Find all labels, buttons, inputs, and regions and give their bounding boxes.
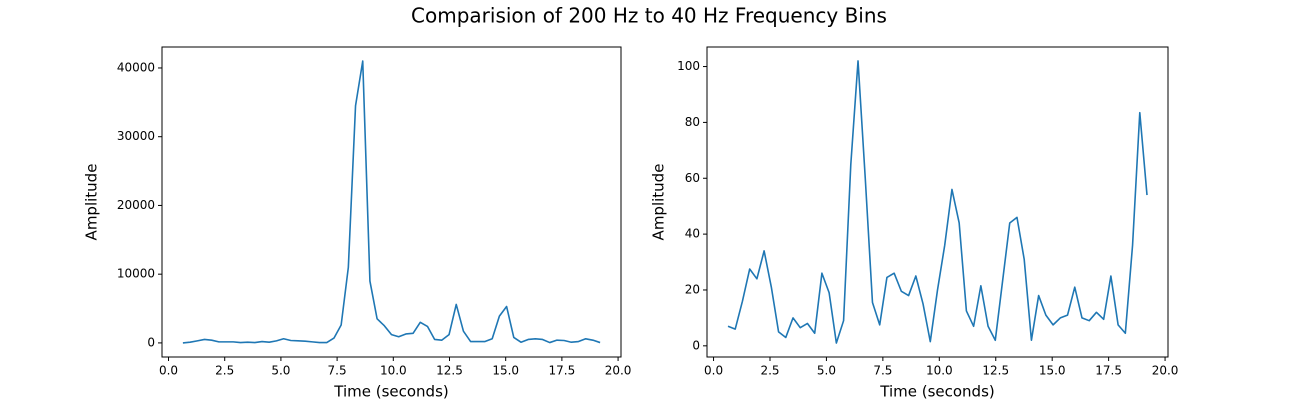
- y-tick-label: 60: [685, 171, 700, 185]
- x-axis-label: Time (seconds): [333, 383, 449, 400]
- x-tick-label: 5.0: [817, 364, 836, 378]
- y-tick-label: 30000: [117, 129, 155, 143]
- data-line: [182, 60, 601, 344]
- y-axis-label: Amplitude: [83, 164, 101, 241]
- x-tick-label: 5.0: [271, 364, 290, 378]
- x-tick-label: 10.0: [926, 364, 953, 378]
- y-tick-label: 80: [685, 115, 700, 129]
- figure-title: Comparision of 200 Hz to 40 Hz Frequency…: [411, 4, 887, 28]
- y-tick-label: 10000: [117, 267, 155, 281]
- y-tick-label: 0: [692, 338, 700, 352]
- x-tick-label: 20.0: [1152, 364, 1179, 378]
- x-tick-label: 17.5: [1095, 364, 1122, 378]
- x-tick-label: 15.0: [492, 364, 519, 378]
- axes-frame: [161, 46, 622, 358]
- x-tick-label: 20.0: [605, 364, 632, 378]
- x-tick-label: 0.0: [704, 364, 723, 378]
- x-tick-label: 15.0: [1039, 364, 1066, 378]
- x-tick-label: 10.0: [380, 364, 407, 378]
- y-tick-label: 20000: [117, 198, 155, 212]
- y-tick-label: 20: [685, 282, 700, 296]
- x-tick-label: 7.5: [873, 364, 892, 378]
- y-tick-label: 40000: [117, 60, 155, 74]
- y-tick-label: 0: [147, 335, 155, 349]
- x-tick-label: 2.5: [215, 364, 234, 378]
- x-tick-label: 2.5: [760, 364, 779, 378]
- y-tick-label: 40: [685, 227, 700, 241]
- y-axis-label: Amplitude: [650, 164, 668, 241]
- data-line: [727, 60, 1148, 344]
- x-tick-label: 17.5: [549, 364, 576, 378]
- x-tick-label: 0.0: [159, 364, 178, 378]
- axes-frame: [706, 46, 1169, 358]
- y-tick-label: 100: [677, 59, 700, 73]
- x-tick-label: 12.5: [982, 364, 1009, 378]
- x-tick-label: 12.5: [436, 364, 463, 378]
- x-axis-label: Time (seconds): [879, 383, 995, 400]
- x-tick-label: 7.5: [328, 364, 347, 378]
